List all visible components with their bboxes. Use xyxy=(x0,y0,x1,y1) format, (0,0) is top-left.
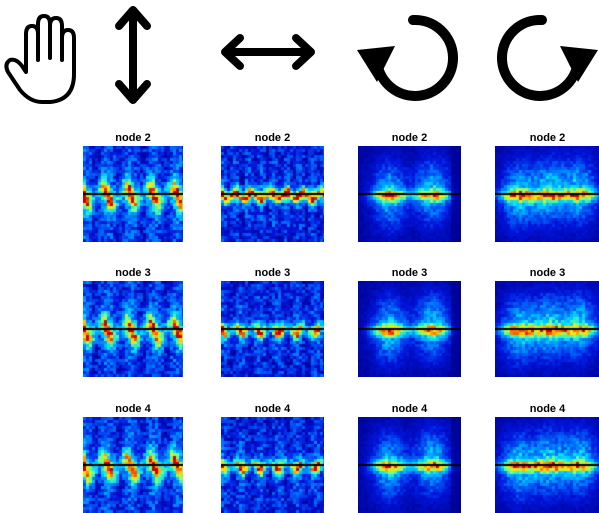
spectrogram-image xyxy=(495,146,599,242)
spectrogram-panel: node 2 xyxy=(221,131,324,242)
vertical-double-arrow-icon xyxy=(113,4,153,106)
spectrogram-panel: node 2 xyxy=(358,131,461,242)
panel-title: node 3 xyxy=(115,267,151,279)
panel-title: node 2 xyxy=(115,132,151,144)
spectrogram-image xyxy=(358,417,461,513)
panel-title: node 3 xyxy=(254,267,291,279)
horizontal-double-arrow-icon xyxy=(220,32,316,72)
spectrogram-image xyxy=(83,146,183,242)
spectrogram-image xyxy=(221,146,324,242)
panel-title: node 2 xyxy=(391,132,428,144)
spectrogram-image xyxy=(221,281,324,377)
spectrogram-image xyxy=(83,417,183,513)
panel-title: node 3 xyxy=(529,267,566,279)
spectrogram-panel: node 4 xyxy=(83,402,183,513)
spectrogram-panel: node 4 xyxy=(221,402,324,513)
spectrogram-panel: node 2 xyxy=(495,131,599,242)
panel-title: node 2 xyxy=(529,132,566,144)
clockwise-rotation-icon xyxy=(494,6,599,106)
panel-title: node 4 xyxy=(529,403,566,415)
spectrogram-panel: node 4 xyxy=(495,402,599,513)
panel-title: node 4 xyxy=(115,403,151,415)
spectrogram-panel: node 3 xyxy=(358,266,461,377)
spectrogram-image xyxy=(358,281,461,377)
open-hand-icon xyxy=(4,12,80,106)
spectrogram-image xyxy=(358,146,461,242)
panel-title: node 4 xyxy=(391,403,428,415)
spectrogram-panel: node 3 xyxy=(83,266,183,377)
panel-title: node 4 xyxy=(254,403,291,415)
spectrogram-panel: node 3 xyxy=(221,266,324,377)
spectrogram-image xyxy=(221,417,324,513)
spectrogram-image xyxy=(83,281,183,377)
spectrogram-panel: node 3 xyxy=(495,266,599,377)
panel-title: node 2 xyxy=(254,132,291,144)
panel-title: node 3 xyxy=(391,267,428,279)
counterclockwise-rotation-icon xyxy=(355,6,461,106)
spectrogram-image xyxy=(495,281,599,377)
spectrogram-panel: node 4 xyxy=(358,402,461,513)
spectrogram-image xyxy=(495,417,599,513)
spectrogram-panel: node 2 xyxy=(83,131,183,242)
